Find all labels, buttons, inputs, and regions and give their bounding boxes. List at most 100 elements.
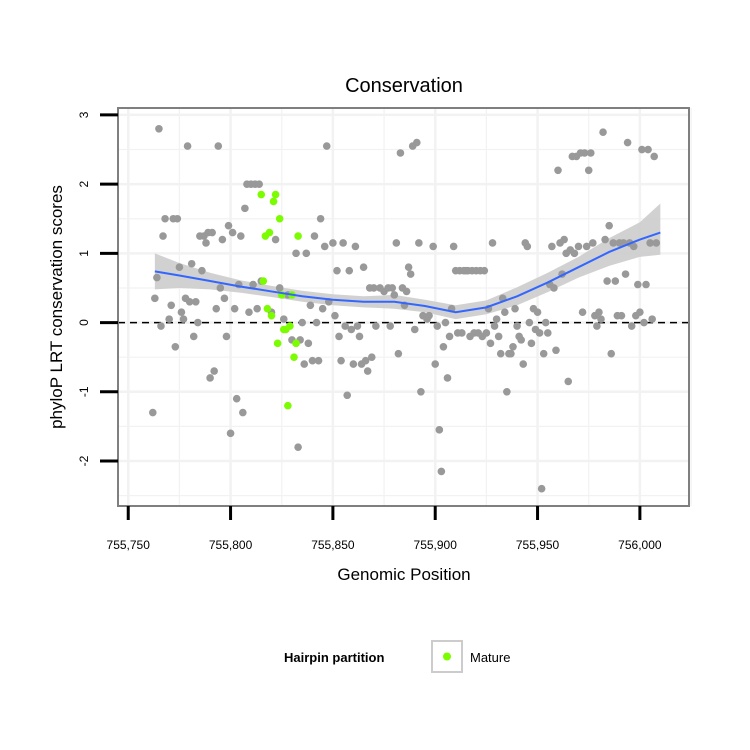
other-point-229 xyxy=(652,239,661,247)
other-point-34 xyxy=(220,294,229,303)
other-point-186 xyxy=(564,377,573,386)
x-axis: 755,750 755,800 755,850 755,900 755,950 756,0… xyxy=(107,506,662,552)
mature-point-17 xyxy=(292,339,300,348)
other-point-222 xyxy=(638,145,646,154)
other-point-155 xyxy=(501,308,509,316)
other-point-78 xyxy=(333,266,341,275)
other-point-105 xyxy=(394,349,403,358)
mature-point-16 xyxy=(290,353,298,361)
other-point-148 xyxy=(486,339,495,348)
other-point-13 xyxy=(177,308,186,316)
legend: Hairpin partition Mature xyxy=(284,640,510,673)
other-point-54 xyxy=(271,235,280,244)
other-point-12 xyxy=(175,263,184,272)
other-point-175 xyxy=(541,318,550,327)
other-point-149 xyxy=(488,239,497,247)
mature-point-8 xyxy=(273,339,282,348)
mature-point-6 xyxy=(269,197,278,206)
other-point-65 xyxy=(304,339,313,348)
other-point-77 xyxy=(331,311,339,320)
other-point-125 xyxy=(439,343,448,351)
other-point-122 xyxy=(433,322,442,330)
other-point-51 xyxy=(255,180,264,188)
other-point-92 xyxy=(361,356,370,365)
other-point-63 xyxy=(300,360,309,368)
other-point-7 xyxy=(165,315,173,323)
other-point-70 xyxy=(314,356,323,365)
other-point-42 xyxy=(236,232,245,240)
x-axis-title: Genomic Position xyxy=(337,565,470,584)
y-tick-label-0: -2 xyxy=(77,455,91,466)
other-point-152 xyxy=(494,332,503,341)
x-tick-label-4: 755,950 xyxy=(516,538,560,552)
other-point-174 xyxy=(539,349,548,358)
mature-point-13 xyxy=(284,401,292,410)
mature-point-9 xyxy=(275,214,284,223)
other-point-74 xyxy=(322,142,331,150)
mature-point-3 xyxy=(263,304,272,313)
legend-label-mature: Mature xyxy=(470,650,510,665)
other-point-68 xyxy=(310,232,319,240)
other-point-151 xyxy=(492,315,501,323)
other-point-31 xyxy=(214,142,223,150)
other-point-130 xyxy=(449,242,458,251)
other-point-197 xyxy=(586,149,595,157)
other-point-202 xyxy=(597,315,605,323)
other-point-161 xyxy=(513,322,521,330)
other-point-35 xyxy=(222,332,231,341)
y-tick-label-5: 3 xyxy=(77,111,91,118)
other-point-38 xyxy=(228,228,237,237)
other-point-59 xyxy=(292,249,300,258)
other-point-223 xyxy=(640,318,648,327)
other-point-209 xyxy=(611,277,620,285)
other-point-93 xyxy=(363,367,372,375)
other-point-217 xyxy=(627,322,636,330)
other-point-204 xyxy=(601,235,609,244)
other-point-37 xyxy=(226,429,235,438)
other-point-128 xyxy=(445,332,454,341)
other-point-95 xyxy=(367,353,376,361)
other-point-81 xyxy=(339,239,347,247)
other-point-36 xyxy=(224,221,233,230)
other-point-6 xyxy=(161,214,169,223)
other-point-166 xyxy=(523,242,532,251)
y-tick-label-2: 0 xyxy=(77,319,91,326)
other-point-104 xyxy=(392,239,401,247)
other-point-82 xyxy=(341,322,349,330)
other-point-5 xyxy=(159,232,167,240)
other-point-206 xyxy=(605,221,613,230)
other-point-11 xyxy=(173,214,182,223)
mature-point-5 xyxy=(267,311,276,320)
other-point-87 xyxy=(351,242,360,251)
other-point-158 xyxy=(507,349,515,358)
other-point-20 xyxy=(191,298,200,306)
other-point-178 xyxy=(548,242,556,251)
other-point-172 xyxy=(535,329,544,337)
other-point-101 xyxy=(386,322,394,330)
other-point-50 xyxy=(253,304,261,313)
mature-point-0 xyxy=(257,190,266,199)
other-point-72 xyxy=(318,304,327,313)
other-point-60 xyxy=(294,443,302,451)
other-point-176 xyxy=(543,329,552,337)
other-point-123 xyxy=(435,426,444,434)
other-point-127 xyxy=(443,374,452,382)
other-point-18 xyxy=(187,259,196,268)
other-point-3 xyxy=(155,124,163,133)
other-point-109 xyxy=(402,287,411,296)
y-axis: -2 -1 0 1 2 3 xyxy=(77,111,118,466)
other-point-19 xyxy=(189,332,198,341)
y-tick-label-3: 1 xyxy=(77,250,91,257)
other-point-84 xyxy=(345,266,354,275)
other-point-180 xyxy=(552,346,560,355)
other-point-80 xyxy=(337,356,345,365)
other-point-164 xyxy=(519,360,528,368)
other-point-218 xyxy=(629,242,638,251)
other-point-10 xyxy=(171,343,180,351)
other-point-114 xyxy=(413,138,421,147)
other-point-160 xyxy=(511,304,519,313)
other-point-163 xyxy=(517,336,525,344)
other-point-208 xyxy=(609,239,618,247)
other-point-17 xyxy=(185,298,194,306)
